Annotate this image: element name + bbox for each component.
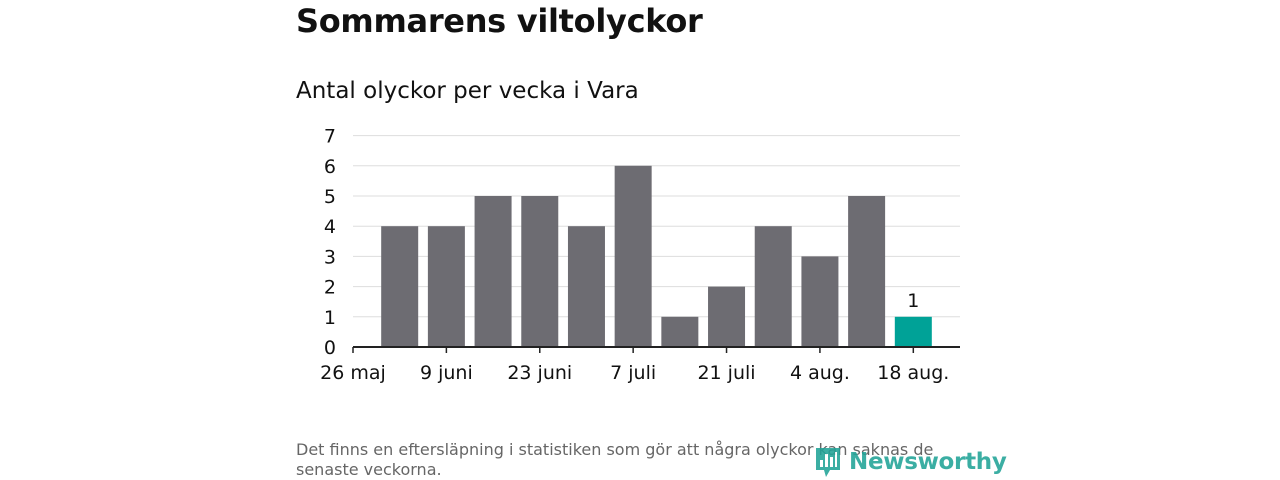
y-tick-label: 6: [324, 156, 336, 178]
bar: [567, 226, 605, 347]
bars: [381, 165, 932, 347]
bar: [521, 196, 559, 347]
bar: [894, 316, 932, 347]
y-tick-label: 1: [324, 307, 336, 329]
newsworthy-logo-icon: [816, 448, 840, 477]
x-tick-label: 23 juni: [507, 362, 572, 384]
bar: [661, 316, 699, 347]
x-tick-label: 4 aug.: [790, 362, 850, 384]
bar: [474, 196, 512, 347]
brand-logo: Newsworthy: [814, 446, 1007, 478]
axes: [352, 346, 960, 353]
x-tick-label: 7 juli: [610, 362, 656, 384]
brand-name: Newsworthy: [849, 449, 1007, 475]
y-tick-label: 2: [324, 277, 336, 299]
x-tick-label: 26 maj: [320, 362, 386, 384]
bar: [801, 256, 839, 347]
bar: [754, 226, 792, 347]
y-tick-label: 3: [324, 246, 336, 268]
bar-chart: 0 1 2 3 4 5 6 7 1 26 maj 9 juni 23 juni 7 juli 21 jul…: [320, 126, 960, 384]
x-tick-label: 9 juni: [420, 362, 473, 384]
y-tick-label: 7: [324, 126, 336, 148]
x-tick-label: 21 juli: [697, 362, 755, 384]
data-label: 1: [907, 290, 919, 312]
bar: [381, 226, 419, 347]
footnote: Det finns en eftersläpning i statistiken…: [296, 440, 934, 479]
y-tick-label: 5: [324, 186, 336, 208]
y-tick-label: 0: [324, 337, 336, 359]
chart-subtitle: Antal olyckor per vecka i Vara: [296, 78, 639, 104]
bar: [614, 165, 652, 347]
chart-title: Sommarens viltolyckor: [296, 2, 703, 40]
bar: [848, 196, 886, 347]
labels: 0 1 2 3 4 5 6 7 1 26 maj 9 juni 23 juni 7 juli 21 jul…: [320, 126, 949, 384]
bar: [708, 286, 746, 347]
bar: [427, 226, 465, 347]
y-tick-label: 4: [324, 216, 336, 238]
x-tick-label: 18 aug.: [877, 362, 949, 384]
